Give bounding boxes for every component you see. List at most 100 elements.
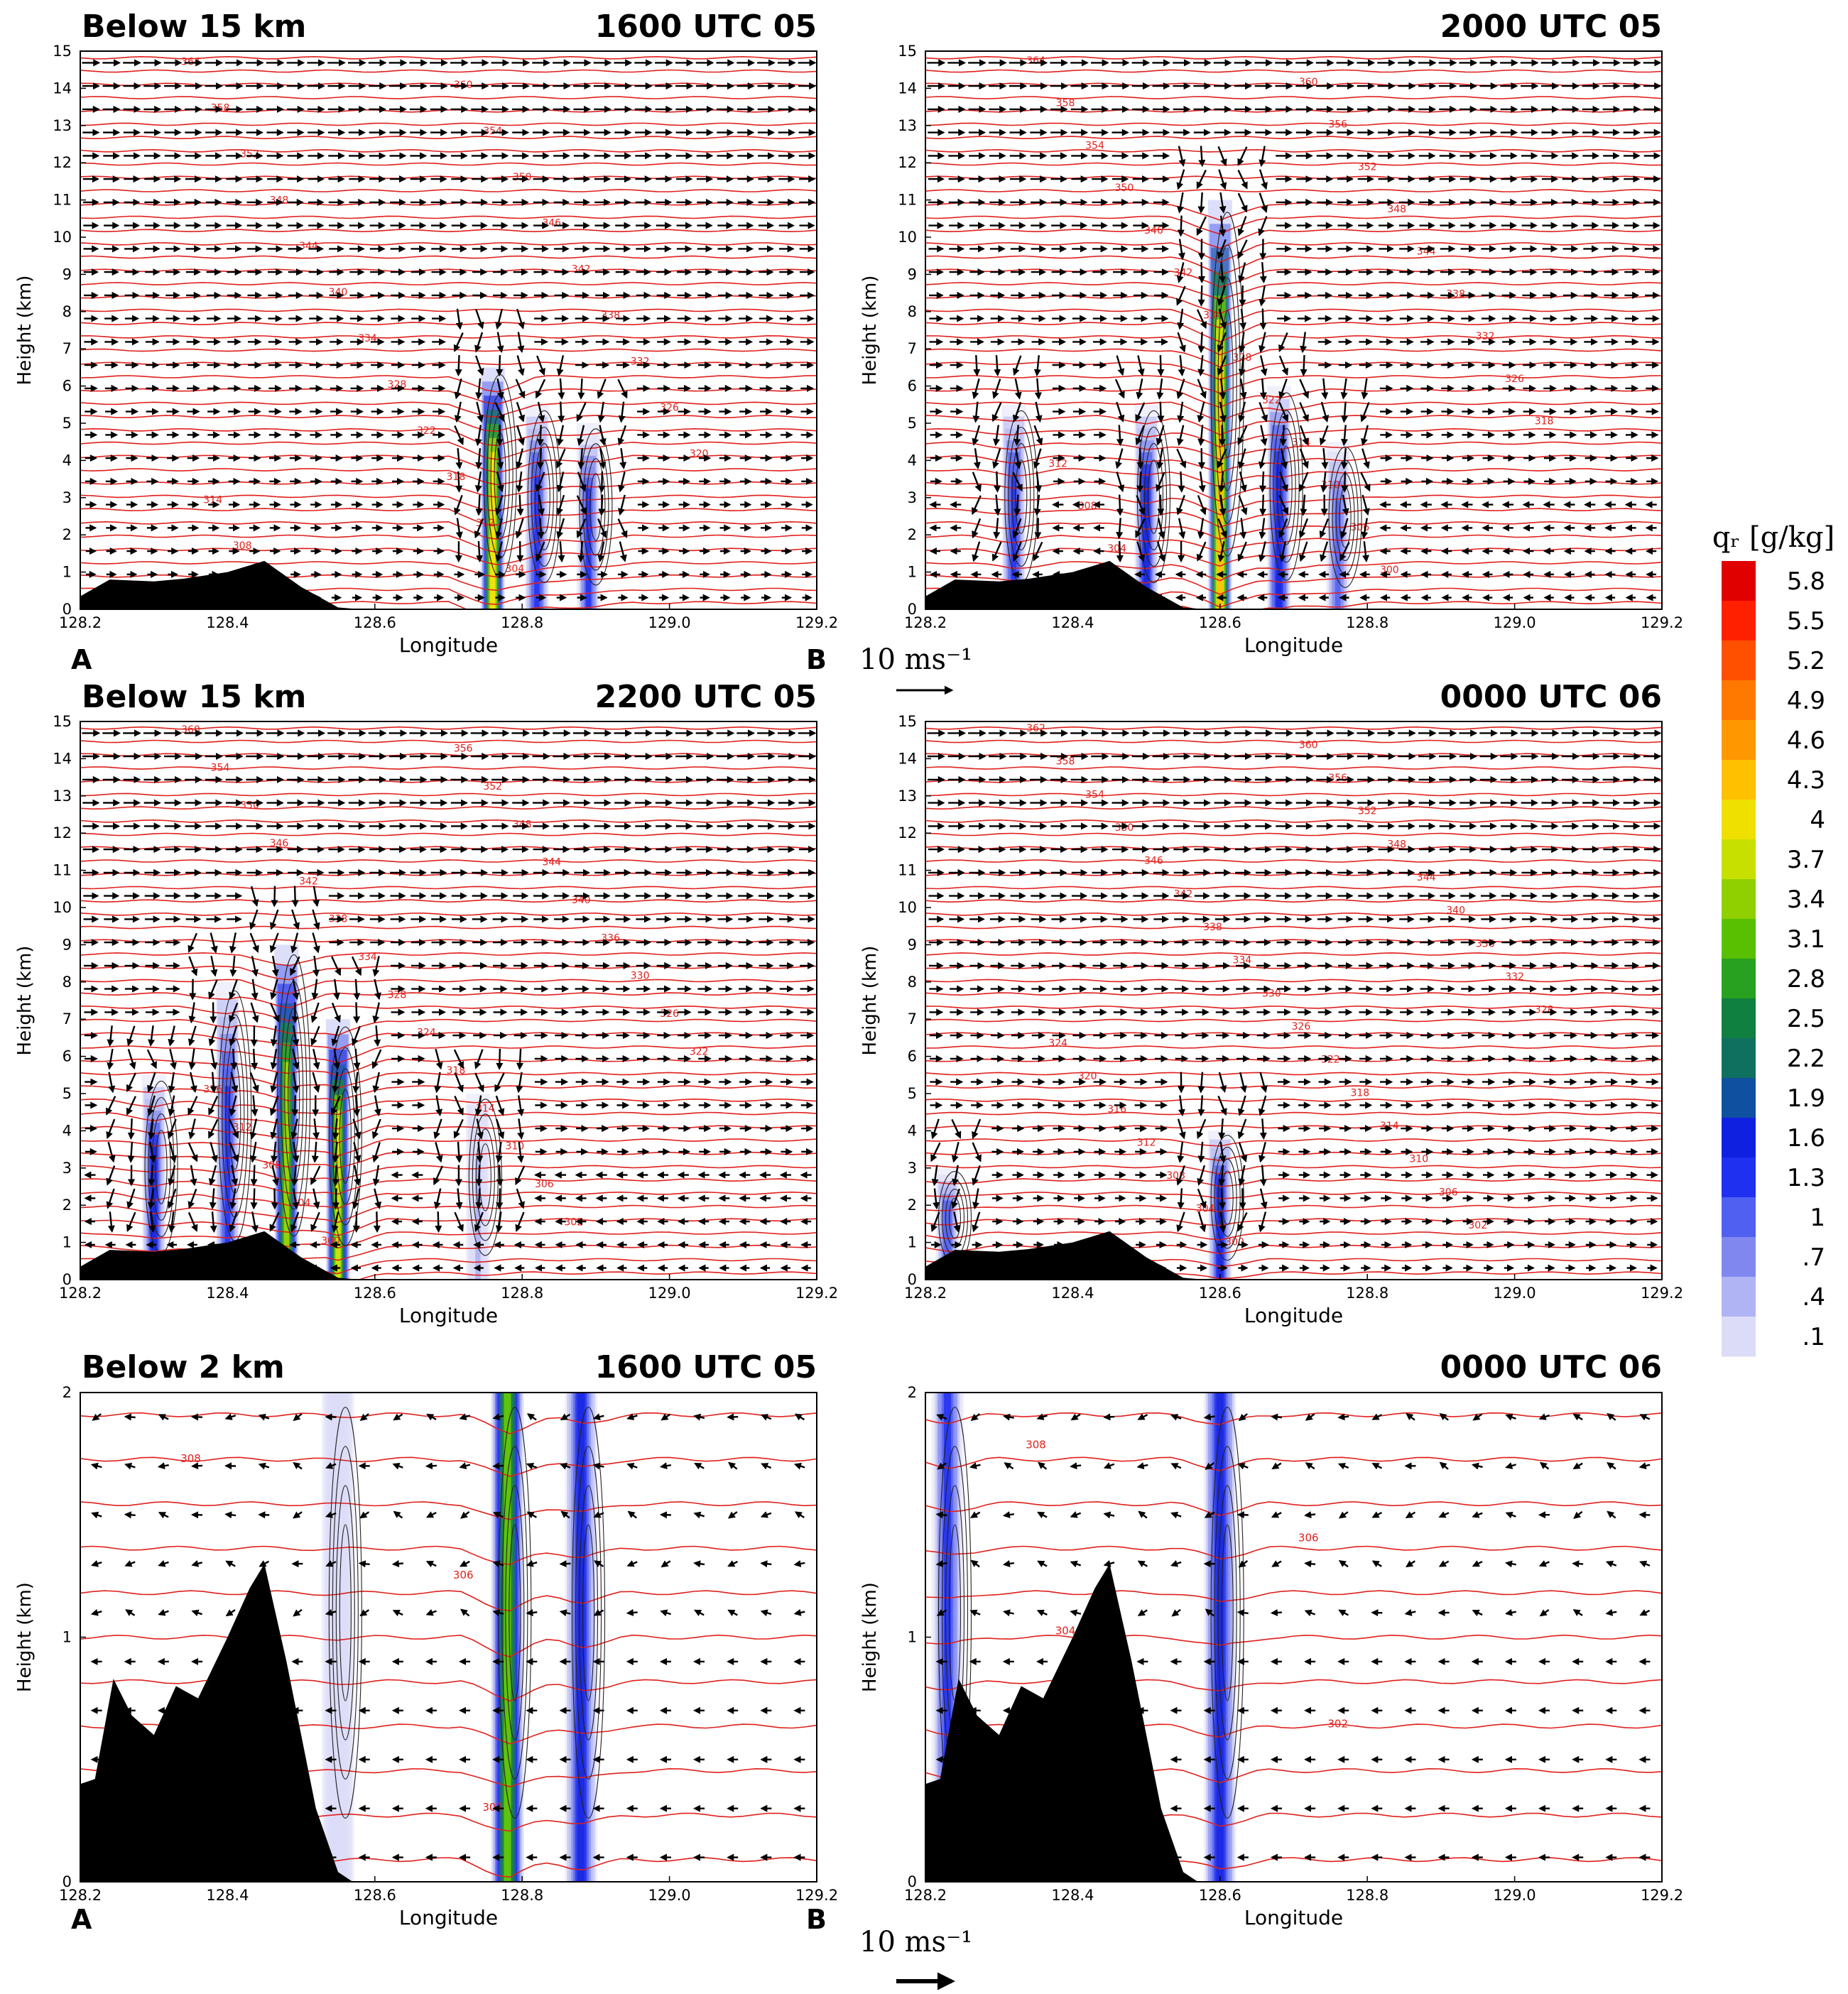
panel-middle-left: 3603563543523503483463443423403383363343…	[14, 679, 838, 1327]
wind-vector	[496, 355, 504, 377]
x-tick-label: 129.0	[648, 1285, 691, 1302]
colorbar-swatch	[1722, 1277, 1756, 1317]
theta-label: 326	[660, 1008, 679, 1020]
y-tick-label: 6	[62, 378, 72, 395]
theta-line	[80, 388, 817, 405]
theta-label: 340	[1446, 905, 1465, 917]
theta-label: 358	[1056, 756, 1075, 768]
wind-vector	[558, 378, 565, 400]
y-axis-label: Height (km)	[859, 276, 881, 386]
x-tick-label: 129.0	[1494, 614, 1536, 631]
theta-label: 320	[1078, 1071, 1097, 1082]
theta-line	[925, 242, 1662, 263]
wind-vector	[1299, 425, 1309, 446]
theta-label: 310	[505, 1141, 524, 1153]
theta-line	[925, 334, 1662, 356]
wind-vector	[577, 448, 585, 470]
y-tick-label: 8	[62, 303, 72, 320]
colorbar-tick-label: 2.2	[1787, 1045, 1825, 1073]
y-tick-label: 4	[62, 1122, 72, 1139]
wind-vector	[992, 448, 1001, 469]
panel-title: Below 15 km	[82, 679, 306, 715]
theta-label: 306	[535, 1179, 554, 1190]
wind-vector	[455, 471, 463, 493]
theta-label: 338	[1203, 922, 1222, 933]
x-tick-label: 128.4	[206, 1887, 249, 1904]
wind-vector	[556, 425, 565, 447]
y-tick-label: 15	[898, 713, 917, 730]
wind-vector	[516, 355, 525, 376]
y-tick-label: 12	[53, 824, 72, 841]
x-tick-label: 129.2	[1641, 614, 1683, 631]
colorbar-tick-label: 5.5	[1787, 607, 1825, 636]
y-axis-label: Height (km)	[859, 1582, 881, 1692]
y-tick-label: 5	[62, 1085, 72, 1102]
theta-label: 350	[1115, 822, 1134, 834]
y-tick-label: 10	[53, 899, 72, 916]
y-tick-label: 13	[898, 117, 917, 134]
x-axis-label: Longitude	[1244, 1906, 1343, 1929]
wind-vector	[536, 425, 544, 447]
theta-line	[80, 468, 817, 486]
panel-title: Below 2 km	[82, 1349, 285, 1385]
colorbar-swatch	[1722, 1317, 1756, 1357]
theta-label: 324	[417, 1028, 436, 1039]
wind-vector	[1340, 518, 1349, 539]
x-axis-label: Longitude	[1244, 633, 1343, 657]
w-contour	[534, 443, 554, 550]
y-tick-label: 11	[898, 862, 917, 879]
wind-vector	[496, 448, 504, 469]
wind-vector	[1217, 448, 1227, 469]
wind-vector	[474, 425, 482, 447]
theta-label: 302	[564, 1216, 583, 1228]
wind-vector	[556, 472, 565, 493]
theta-line	[925, 308, 1662, 329]
theta-label: 328	[1233, 352, 1252, 364]
wind-vector	[618, 472, 626, 493]
x-tick-label: 128.8	[1346, 1887, 1388, 1904]
y-axis-label: Height (km)	[859, 946, 881, 1056]
wind-vector	[1013, 494, 1021, 516]
theta-label: 320	[690, 448, 709, 459]
theta-line	[80, 189, 817, 192]
colorbar-tick-label: 3.1	[1787, 925, 1825, 954]
panels-group: 3643603583543523503483463443423403383343…	[14, 9, 1683, 1929]
wind-vector	[1299, 448, 1309, 469]
wind-vector	[617, 425, 627, 446]
y-tick-label: 14	[53, 750, 72, 767]
wind-vector	[1070, 1462, 1082, 1470]
wind-vector	[515, 518, 524, 539]
wind-vector	[617, 378, 628, 399]
x-tick-label: 128.8	[1346, 614, 1388, 631]
y-tick-label: 7	[62, 1010, 72, 1028]
y-tick-label: 3	[62, 1160, 72, 1177]
wind-vector	[454, 378, 462, 400]
theta-label: 340	[329, 287, 348, 298]
theta-line	[925, 69, 1662, 73]
wind-vector	[230, 1048, 238, 1070]
y-tick-label: 10	[898, 899, 917, 916]
panel-time: 0000 UTC 06	[1440, 1349, 1662, 1385]
wind-vector	[1156, 541, 1165, 562]
theta-line	[925, 162, 1662, 166]
wind-vector	[495, 518, 503, 539]
theta-label: 354	[1085, 789, 1104, 800]
section-end-label: B	[806, 644, 827, 675]
theta-line	[80, 308, 817, 312]
wind-vector	[453, 332, 464, 352]
theta-line	[80, 69, 817, 73]
theta-label: 322	[690, 1046, 709, 1057]
wind-vector	[1299, 541, 1308, 562]
wind-vector	[972, 495, 982, 516]
colorbar-swatch	[1722, 720, 1756, 761]
theta-line	[925, 415, 1662, 436]
y-tick-label: 0	[908, 1873, 917, 1890]
wind-vector	[1156, 472, 1165, 492]
colorbar-swatch	[1722, 879, 1756, 920]
wind-vector	[1197, 192, 1205, 214]
w-contour	[531, 426, 558, 567]
w-contour	[1328, 446, 1362, 588]
panel-time: 1600 UTC 05	[595, 9, 817, 45]
wind-vector	[1136, 495, 1146, 516]
wind-vector	[1033, 494, 1041, 516]
